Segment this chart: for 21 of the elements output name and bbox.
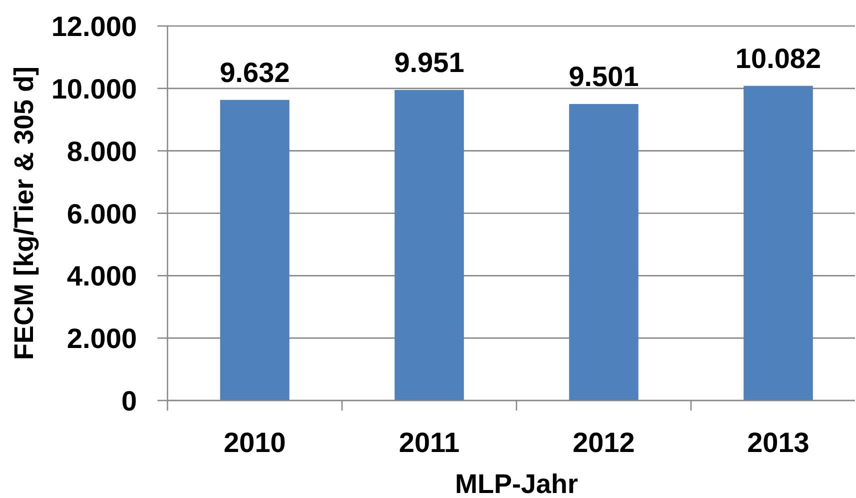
- y-tick-label: 8.000: [66, 136, 137, 167]
- data-label: 9.951: [394, 46, 464, 78]
- x-axis-title: MLP-Jahr: [454, 469, 578, 498]
- bar: [394, 90, 464, 400]
- data-label: 9.501: [568, 60, 639, 92]
- y-tick-label: 2.000: [66, 323, 137, 354]
- bar: [744, 86, 813, 400]
- x-tick-label: 2010: [224, 427, 286, 458]
- bar: [220, 100, 290, 400]
- y-tick-label: 0: [121, 386, 137, 417]
- y-tick-label: 12.000: [51, 11, 137, 42]
- data-label: 10.082: [735, 42, 822, 74]
- y-axis-title: FECM [kg/Tier & 305 d]: [9, 66, 39, 360]
- x-tick-label: 2012: [572, 427, 635, 458]
- data-label: 9.632: [220, 56, 290, 88]
- x-tick-label: 2013: [747, 427, 810, 458]
- y-tick-label: 4.000: [66, 260, 137, 292]
- y-tick-label: 10.000: [51, 73, 137, 104]
- x-tick-label: 2011: [398, 427, 460, 458]
- y-tick-label: 6.000: [66, 198, 137, 230]
- bar: [569, 104, 638, 400]
